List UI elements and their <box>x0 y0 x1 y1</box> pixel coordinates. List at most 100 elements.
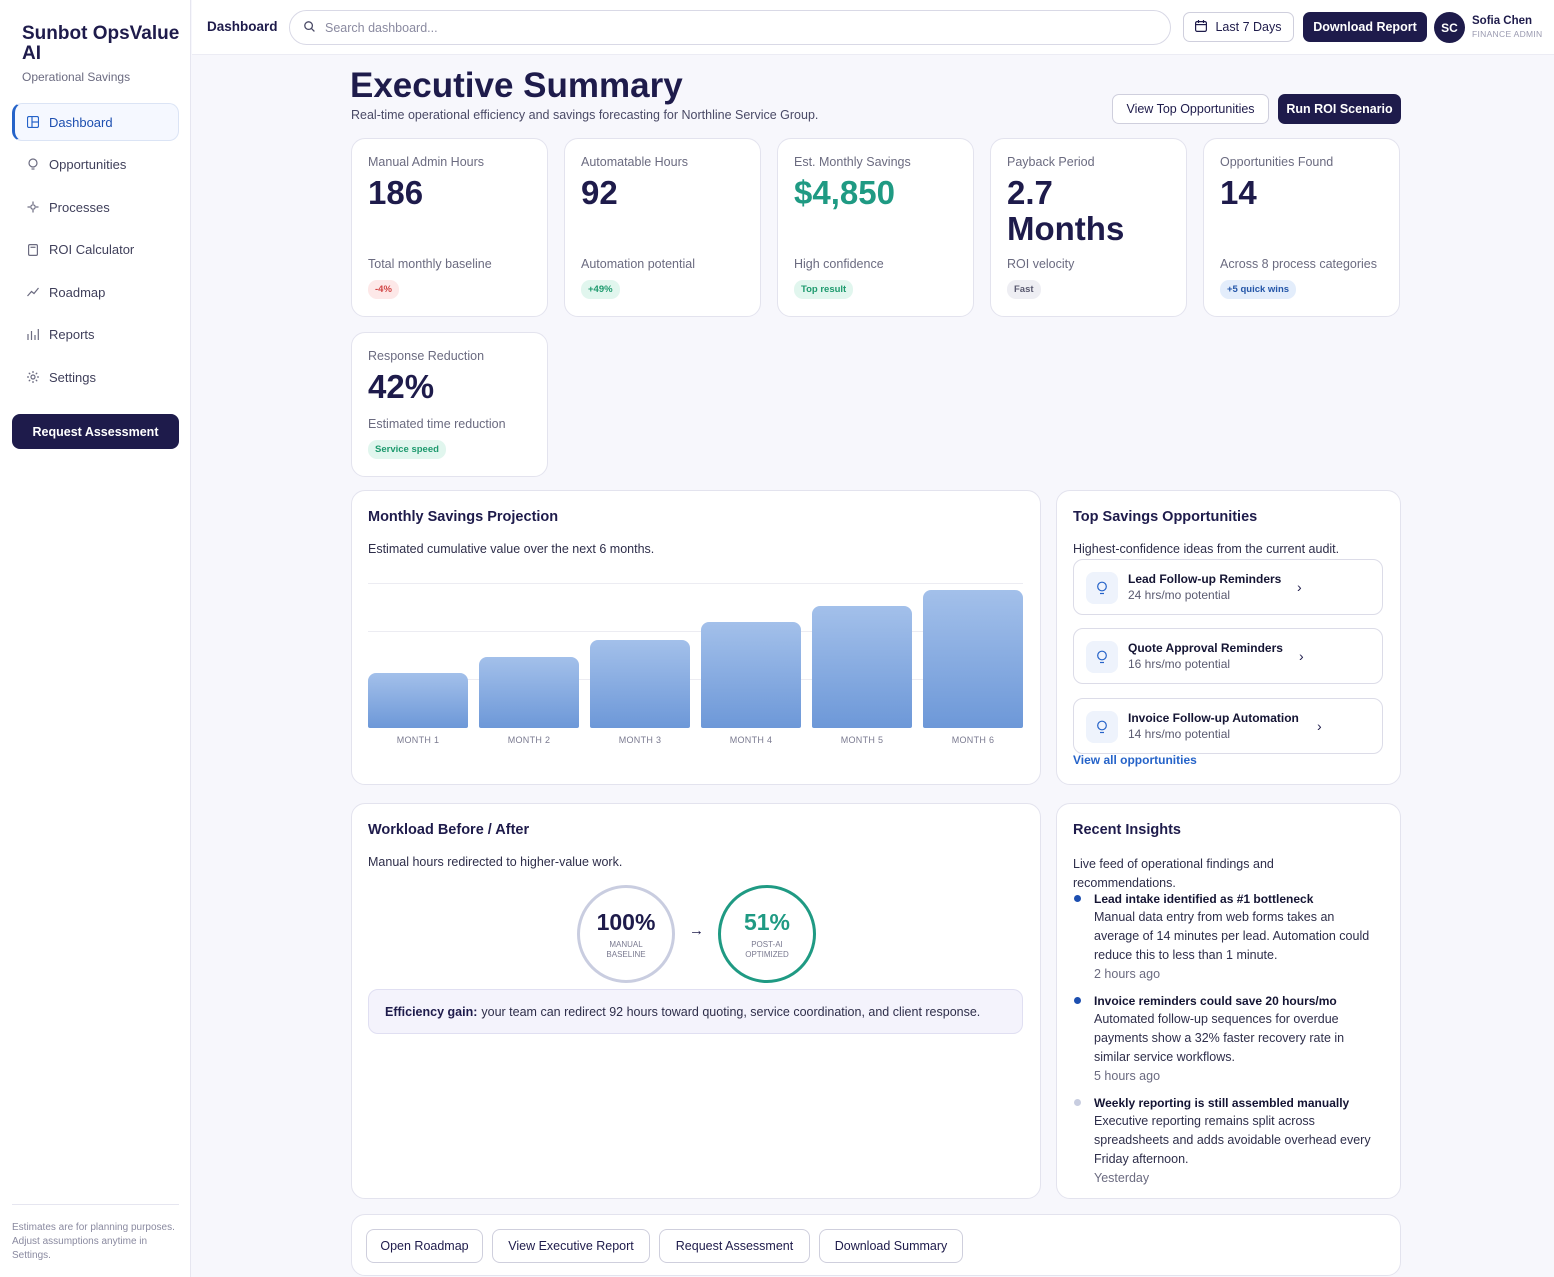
chart-bar <box>923 590 1023 728</box>
insight-time: 5 hours ago <box>1094 1069 1161 1083</box>
chart-x-tick-label: MONTH 4 <box>729 735 773 745</box>
kpi-card-response-reduction: Response Reduction 42% Estimated time re… <box>351 332 548 477</box>
insight-time: 2 hours ago <box>1094 967 1161 981</box>
status-badge: -4% <box>368 280 399 299</box>
kpi-card-monthly-savings: Est. Monthly Savings $4,850 High confide… <box>777 138 974 317</box>
view-all-opportunities-link[interactable]: View all opportunities <box>1073 753 1197 767</box>
kpi-note: ROI velocity <box>1007 257 1075 271</box>
kpi-value: 92 <box>581 174 618 211</box>
chevron-right-icon: › <box>1317 718 1322 734</box>
insight-item[interactable]: Invoice reminders could save 20 hours/mo… <box>1073 992 1383 1086</box>
efficiency-gain-text: your team can redirect 92 hours toward q… <box>481 1004 981 1019</box>
sidebar-item-roi-calculator[interactable]: ROI Calculator <box>12 231 179 269</box>
grid-icon <box>26 115 40 129</box>
insight-body: Manual data entry from web forms takes a… <box>1094 910 1370 962</box>
panel-title: Monthly Savings Projection <box>368 509 559 525</box>
after-ring: 51% POST-AI OPTIMIZED <box>718 885 816 983</box>
insight-body: Executive reporting remains split across… <box>1094 1114 1371 1166</box>
kpi-note: Total monthly baseline <box>368 257 492 271</box>
kpi-card-opportunities-found: Opportunities Found 14 Across 8 process … <box>1203 138 1400 317</box>
download-report-button[interactable]: Download Report <box>1303 12 1427 42</box>
request-assessment-button[interactable]: Request Assessment <box>12 414 179 449</box>
status-badge: Top result <box>794 280 854 299</box>
run-roi-scenario-button[interactable]: Run ROI Scenario <box>1278 94 1401 124</box>
kpi-label: Automatable Hours <box>581 155 689 169</box>
insight-item[interactable]: Lead intake identified as #1 bottleneck … <box>1073 890 1383 984</box>
opportunity-item[interactable]: Lead Follow-up Reminders 24 hrs/mo poten… <box>1073 559 1383 615</box>
sidebar-item-processes[interactable]: Processes <box>12 188 179 226</box>
open-roadmap-button[interactable]: Open Roadmap <box>366 1229 483 1263</box>
workload-panel: Workload Before / After Manual hours red… <box>351 803 1041 1199</box>
panel-subtitle: Manual hours redirected to higher-value … <box>368 855 623 869</box>
search-input[interactable] <box>325 20 1145 35</box>
sidebar-item-dashboard[interactable]: Dashboard <box>12 103 179 141</box>
sidebar-item-reports[interactable]: Reports <box>12 316 179 354</box>
insight-dot <box>1074 997 1081 1004</box>
chevron-right-icon: › <box>1299 648 1304 664</box>
insight-body: Automated follow-up sequences for overdu… <box>1094 1012 1345 1064</box>
bar-chart-icon <box>26 328 40 342</box>
chart-bar <box>701 622 801 728</box>
kpi-label: Est. Monthly Savings <box>794 155 911 169</box>
savings-projection-panel: Monthly Savings Projection Estimated cum… <box>351 490 1041 785</box>
kpi-value: 186 <box>368 174 424 211</box>
user-info: Sofia Chen FINANCE ADMIN <box>1472 15 1543 39</box>
insight-item[interactable]: Weekly reporting is still assembled manu… <box>1073 1094 1383 1188</box>
kpi-value: 2.7 Months <box>1007 174 1125 247</box>
request-assessment-action-button[interactable]: Request Assessment <box>659 1229 810 1263</box>
insight-dot <box>1074 1099 1081 1106</box>
sidebar: Sunbot OpsValue AI Operational Savings D… <box>0 0 191 1277</box>
panel-title: Workload Before / After <box>368 822 530 838</box>
lightbulb-icon <box>1086 711 1118 743</box>
efficiency-gain-callout: Efficiency gain: your team can redirect … <box>368 989 1023 1034</box>
chart-gridline <box>368 679 1023 680</box>
chart-x-tick-label: MONTH 3 <box>618 735 662 745</box>
sidebar-item-opportunities[interactable]: Opportunities <box>12 146 179 184</box>
lightbulb-icon <box>1086 641 1118 673</box>
avatar[interactable]: SC <box>1434 12 1465 43</box>
insight-time: Yesterday <box>1094 1171 1150 1185</box>
sidebar-item-label: Settings <box>49 369 96 385</box>
opportunity-potential: 24 hrs/mo potential <box>1128 588 1231 602</box>
kpi-card-automatable-hours: Automatable Hours 92 Automation potentia… <box>564 138 761 317</box>
view-top-opportunities-button[interactable]: View Top Opportunities <box>1112 94 1269 124</box>
sidebar-footer-note: Estimates are for planning purposes. Adj… <box>12 1204 179 1263</box>
trend-icon <box>26 285 40 299</box>
kpi-card-manual-hours: Manual Admin Hours 186 Total monthly bas… <box>351 138 548 317</box>
savings-bar-chart: MONTH 1 MONTH 2 MONTH 3 MONTH 4 MONTH 5 MONTH… <box>368 583 1023 748</box>
chart-gridline <box>368 631 1023 632</box>
download-summary-button[interactable]: Download Summary <box>819 1229 963 1263</box>
insight-title: Lead intake identified as #1 bottleneck <box>1094 892 1314 906</box>
chart-bar <box>479 657 579 728</box>
opportunity-item[interactable]: Invoice Follow-up Automation 14 hrs/mo p… <box>1073 698 1383 754</box>
gear-icon <box>26 370 40 384</box>
opportunity-title: Quote Approval Reminders <box>1128 641 1283 655</box>
kpi-label: Manual Admin Hours <box>368 155 485 169</box>
chevron-right-icon: › <box>1297 579 1302 595</box>
date-range-label: Last 7 Days <box>1215 20 1282 34</box>
panel-title: Top Savings Opportunities <box>1073 509 1258 525</box>
opportunity-item[interactable]: Quote Approval Reminders 16 hrs/mo poten… <box>1073 628 1383 684</box>
after-value: 51% <box>743 908 791 935</box>
view-executive-report-button[interactable]: View Executive Report <box>492 1229 650 1263</box>
brand-name: Sunbot OpsValue AI <box>22 23 180 64</box>
before-value: 100% <box>596 908 656 935</box>
page-subtitle: Real-time operational efficiency and sav… <box>351 108 819 122</box>
opportunity-title: Lead Follow-up Reminders <box>1128 572 1282 586</box>
quick-actions-bar: Open Roadmap View Executive Report Reque… <box>351 1214 1401 1276</box>
sidebar-item-label: Processes <box>49 199 110 215</box>
topbar: Dashboard Last 7 Days Download Report SC… <box>192 0 1554 55</box>
sidebar-nav: Dashboard Opportunities Processes ROI Ca… <box>12 103 179 401</box>
sidebar-item-settings[interactable]: Settings <box>12 358 179 396</box>
user-role: FINANCE ADMIN <box>1472 29 1543 39</box>
sidebar-item-roadmap[interactable]: Roadmap <box>12 273 179 311</box>
insight-dot <box>1074 895 1081 902</box>
brand: Sunbot OpsValue AI Operational Savings <box>22 23 182 85</box>
sidebar-item-label: Opportunities <box>49 157 127 172</box>
chart-gridline <box>368 583 1023 584</box>
date-range-button[interactable]: Last 7 Days <box>1183 12 1294 42</box>
search-bar[interactable] <box>289 10 1171 45</box>
opportunity-potential: 16 hrs/mo potential <box>1128 657 1231 671</box>
opportunity-potential: 14 hrs/mo potential <box>1128 727 1231 741</box>
kpi-value: $4,850 <box>794 174 895 211</box>
